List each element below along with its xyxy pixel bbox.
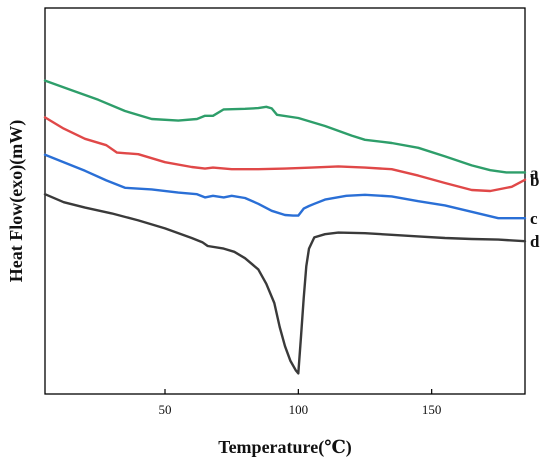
series-line-c: [43, 153, 527, 220]
series-label-a: a: [530, 163, 539, 182]
series-label-c: c: [530, 209, 538, 228]
x-tick-label: 50: [159, 402, 172, 417]
series-line-b: [43, 116, 527, 193]
x-tick-label: 150: [422, 402, 442, 417]
series-label-d: d: [530, 232, 540, 251]
plot-frame: [44, 7, 526, 395]
series-layer: [43, 79, 527, 375]
x-tick-label: 100: [289, 402, 309, 417]
x-axis-ticks: 50 100 150: [159, 389, 442, 417]
y-axis-title: Heat Flow(exo)(mW): [6, 120, 27, 282]
series-line-a: [43, 79, 527, 174]
x-axis-title: Temperature(℃): [218, 437, 352, 458]
series-label-b: b: [530, 171, 539, 190]
series-line-d: [43, 193, 527, 375]
